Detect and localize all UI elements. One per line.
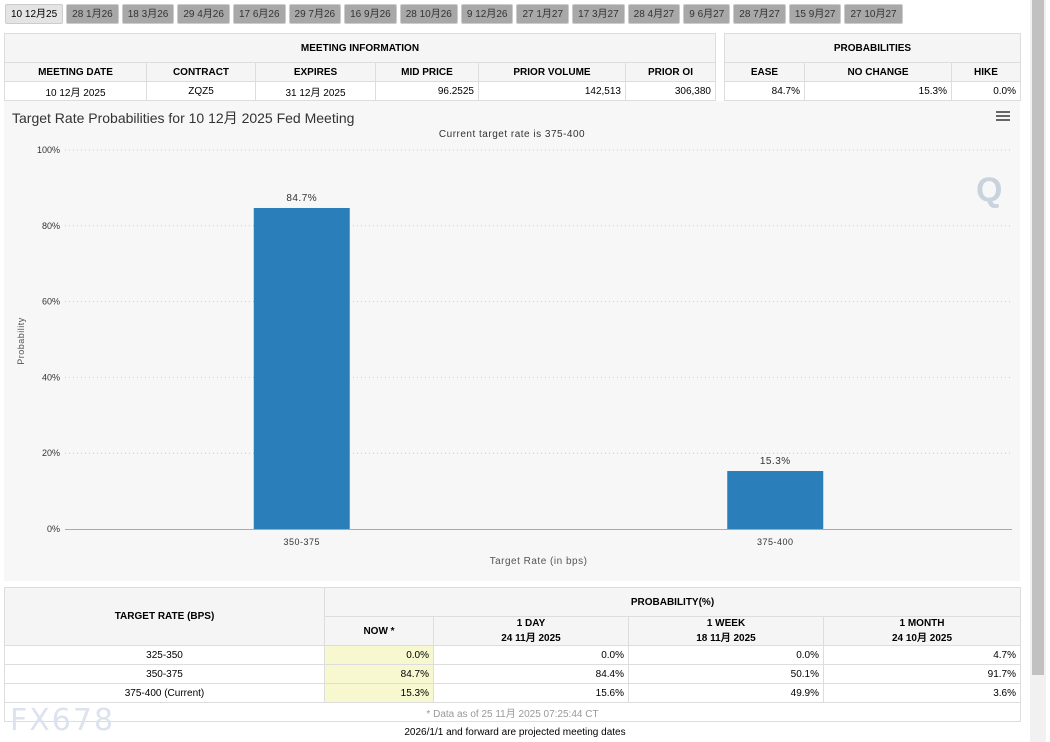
expires: 31 12月 2025	[255, 81, 376, 101]
meeting-tab[interactable]: 27 10月27	[844, 4, 903, 24]
probability-value: 84.4%	[433, 664, 629, 684]
period-header: NOW *	[324, 616, 434, 646]
probability-value: 0.0%	[433, 645, 629, 665]
x-axis-title: Target Rate (in bps)	[490, 556, 588, 567]
meeting-tab[interactable]: 16 9月26	[344, 4, 397, 24]
meeting-date: 10 12月 2025	[4, 81, 147, 101]
target-rate: 325-350	[4, 645, 325, 665]
meeting-tab[interactable]: 15 9月27	[788, 4, 842, 24]
target-rate: 375-400 (Current)	[4, 683, 325, 703]
prior-oi: 306,380	[625, 81, 716, 101]
probability-value: 49.9%	[628, 683, 824, 703]
probability-value: 0.0%	[324, 645, 434, 665]
col-header: MID PRICE	[375, 62, 479, 82]
y-tick-label: 60%	[42, 297, 60, 307]
scrollbar-thumb[interactable]	[1032, 0, 1044, 675]
meeting-tabs: 10 12月25 28 1月26 18 3月26 29 4月26 17 6月26 29 7…	[5, 4, 903, 24]
col-header: PRIOR VOLUME	[478, 62, 626, 82]
data-label: 84.7%	[286, 193, 317, 204]
no-change-value: 15.3%	[804, 81, 952, 101]
period-label: 1 WEEK	[706, 618, 746, 629]
target-rate-header: TARGET RATE (BPS)	[4, 587, 325, 646]
meeting-info-header: MEETING INFORMATION	[4, 33, 716, 63]
target-rate: 350-375	[4, 664, 325, 684]
chart-subtitle: Current target rate is 375-400	[438, 129, 586, 140]
probability-table: TARGET RATE (BPS) PROBABILITY(%) NOW * 1 D…	[4, 587, 1021, 722]
probability-header: PROBABILITY(%)	[324, 587, 1021, 617]
meeting-tab[interactable]: 17 6月26	[232, 4, 286, 24]
meeting-information-table: MEETING INFORMATION MEETING DATE CONTRACT…	[4, 33, 716, 101]
y-tick-label: 40%	[42, 372, 60, 382]
col-header: MEETING DATE	[4, 62, 147, 82]
table-row: 325-350 0.0% 0.0% 0.0% 4.7%	[4, 645, 1021, 665]
period-header: 1 MONTH 24 10月 2025	[823, 616, 1021, 646]
projected-dates-note: 2026/1/1 and forward are projected meeti…	[404, 727, 626, 738]
quikstrike-logo-icon: Q	[976, 171, 1002, 209]
probability-value: 15.6%	[433, 683, 629, 703]
scrollbar[interactable]	[1030, 0, 1046, 742]
target-rate-chart: 0% 20% 40% 60% 80% 100% 84.7% 350-375 15.3% 375-4…	[4, 101, 1020, 581]
y-tick-label: 80%	[42, 221, 60, 231]
table-row: 350-375 84.7% 84.4% 50.1% 91.7%	[4, 664, 1021, 684]
probability-value: 0.0%	[628, 645, 824, 665]
col-header: EXPIRES	[255, 62, 376, 82]
period-date: 24 11月 2025	[501, 633, 561, 644]
period-date: 24 10月 2025	[891, 633, 953, 644]
meeting-tab[interactable]: 28 10月26	[399, 4, 458, 24]
period-header: 1 DAY 24 11月 2025	[433, 616, 629, 646]
period-label: 1 DAY	[516, 618, 546, 629]
meeting-tab[interactable]: 18 3月26	[121, 4, 175, 24]
probabilities-table: PROBABILITIES EASE NO CHANGE HIKE 84.7% 15.…	[724, 33, 1021, 101]
probability-value: 4.7%	[823, 645, 1021, 665]
hike-value: 0.0%	[951, 81, 1021, 101]
x-tick-label: 375-400	[757, 537, 794, 547]
probability-value: 91.7%	[823, 664, 1021, 684]
period-label: 1 MONTH	[899, 618, 945, 629]
col-header: PRIOR OI	[625, 62, 716, 82]
meeting-tab[interactable]: 9 6月27	[683, 4, 731, 24]
x-tick-label: 350-375	[283, 537, 320, 547]
period-date: 18 11月 2025	[696, 633, 756, 644]
y-axis-title: Probability	[16, 317, 26, 365]
meeting-tab[interactable]: 10 12月25	[5, 4, 64, 24]
meeting-tab[interactable]: 9 12月26	[460, 4, 514, 24]
probability-value: 15.3%	[324, 683, 434, 703]
table-row: 375-400 (Current) 15.3% 15.6% 49.9% 3.6%	[4, 683, 1021, 703]
mid-price: 96.2525	[375, 81, 479, 101]
col-header: NO CHANGE	[804, 62, 952, 82]
probability-value: 50.1%	[628, 664, 824, 684]
y-tick-label: 20%	[42, 448, 60, 458]
y-tick-label: 0%	[47, 524, 60, 534]
col-header: HIKE	[951, 62, 1021, 82]
meeting-tab[interactable]: 28 4月27	[627, 4, 681, 24]
probability-value: 84.7%	[324, 664, 434, 684]
bar	[253, 207, 350, 529]
contract: ZQZ5	[146, 81, 256, 101]
col-header: CONTRACT	[146, 62, 256, 82]
meeting-tab[interactable]: 29 7月26	[288, 4, 342, 24]
meeting-tab[interactable]: 17 3月27	[572, 4, 625, 24]
meeting-tab[interactable]: 29 4月26	[177, 4, 230, 24]
prior-volume: 142,513	[478, 81, 626, 101]
watermark: FX678	[10, 703, 116, 738]
y-tick-label: 100%	[37, 145, 60, 155]
bar	[727, 471, 824, 529]
period-label: NOW *	[363, 625, 395, 637]
hamburger-menu-icon[interactable]	[996, 111, 1010, 123]
data-label: 15.3%	[760, 456, 791, 467]
meeting-tab[interactable]: 28 1月26	[66, 4, 119, 24]
col-header: EASE	[724, 62, 805, 82]
data-timestamp-note: * Data as of 25 11月 2025 07:25:44 CT	[4, 702, 1021, 722]
meeting-tab[interactable]: 28 7月27	[733, 4, 786, 24]
period-header: 1 WEEK 18 11月 2025	[628, 616, 824, 646]
probabilities-header: PROBABILITIES	[724, 33, 1021, 63]
meeting-tab[interactable]: 27 1月27	[516, 4, 570, 24]
chart-svg: 0% 20% 40% 60% 80% 100% 84.7% 350-375 15.3% 375-4…	[16, 145, 1012, 567]
ease-value: 84.7%	[724, 81, 805, 101]
chart-title: Target Rate Probabilities for 10 12月 202…	[12, 110, 355, 126]
probability-value: 3.6%	[823, 683, 1021, 703]
